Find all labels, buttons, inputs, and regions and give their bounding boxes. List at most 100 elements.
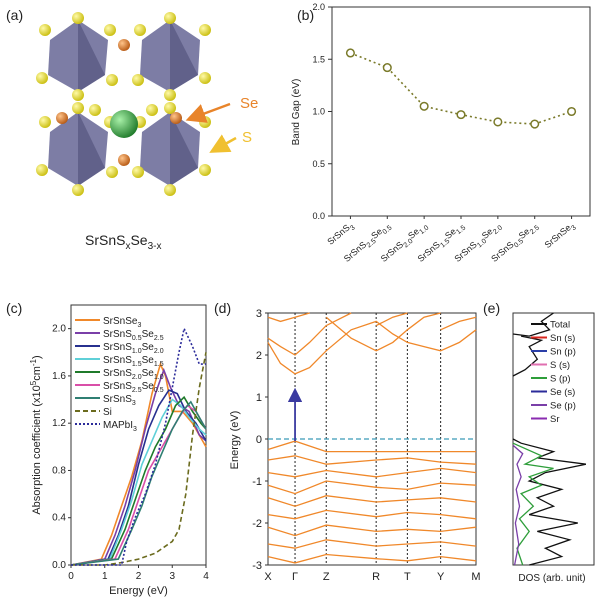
legend-entry: SrSnS2.0Se1.0 xyxy=(103,368,164,381)
panel-e-label: (e) xyxy=(483,300,500,316)
legend-entry: SrSnS1.0Se2.0 xyxy=(103,342,164,355)
y-axis-label: Absorption coefficient (x105cm-1) xyxy=(29,355,43,514)
sulfur-atoms xyxy=(36,12,211,196)
panel-d-label: (d) xyxy=(214,300,231,316)
strontium-atom xyxy=(110,110,138,138)
x-tick-label: 0 xyxy=(68,571,74,582)
panel-c-label: (c) xyxy=(6,300,22,316)
y-tick-label: 2.0 xyxy=(52,324,66,335)
dos-curve xyxy=(512,312,554,337)
absorption-series-line xyxy=(70,398,207,566)
dos-curve xyxy=(512,438,587,566)
y-axis-label: Energy (eV) xyxy=(229,411,241,470)
legend-entry: Se (s) xyxy=(550,387,575,398)
x-tick-label: 3 xyxy=(169,571,175,582)
y-tick-label: 0.4 xyxy=(52,513,66,524)
se-label: Se xyxy=(240,95,258,112)
dos-curve xyxy=(512,442,554,566)
y-axis-label: Band Gap (eV) xyxy=(291,79,302,146)
s-label: S xyxy=(242,129,252,146)
y-tick-label: 0.0 xyxy=(312,211,325,221)
band-line xyxy=(267,539,477,549)
dos-curve xyxy=(512,335,544,377)
legend-entry: Si xyxy=(103,407,112,418)
y-tick-label: 2.0 xyxy=(312,2,325,12)
y-tick-label: -1 xyxy=(252,476,262,488)
band-line xyxy=(267,440,476,453)
band-gap-point xyxy=(493,117,503,127)
band-line xyxy=(375,312,408,327)
band-line xyxy=(267,320,477,375)
legend-entry: Sn (s) xyxy=(550,333,575,344)
band-line xyxy=(440,316,477,331)
band-gap-point xyxy=(382,63,392,73)
y-tick-label: 1.5 xyxy=(312,54,325,64)
band-line xyxy=(267,495,477,507)
band-line xyxy=(267,480,477,495)
y-tick-label: 0.8 xyxy=(52,465,66,476)
plot-frame xyxy=(70,304,207,566)
x-tick-label: 2 xyxy=(136,571,142,582)
selenium-atoms xyxy=(56,39,182,166)
y-tick-label: 0 xyxy=(256,434,262,446)
legend-entry: Total xyxy=(550,320,570,331)
kpoint-label: T xyxy=(404,571,411,583)
panel-a-label: (a) xyxy=(6,7,23,23)
band-line xyxy=(267,509,477,520)
legend-entry: Se (p) xyxy=(550,401,576,412)
panel-c-absorption-chart: 0 1 2 3 4 0.0 0.4 0.8 1.2 1.6 2.0 Energy (eV) Absorp… xyxy=(29,304,209,597)
x-tick-label: SrSnSe3 xyxy=(543,220,578,252)
kpoint-label: R xyxy=(372,571,380,583)
band-line xyxy=(267,312,352,356)
x-tick-label: SrSnS3 xyxy=(325,220,356,249)
se-arrow xyxy=(185,102,231,123)
panel-e-dos-chart: Total Sn (s) Sn (p) S (s) S (p) Se (s) Se (p) S… xyxy=(512,312,595,584)
band-gap-point xyxy=(456,110,466,120)
legend-entry: SrSnS0.5Se2.5 xyxy=(103,329,164,342)
band-gap-point xyxy=(345,48,355,58)
panel-d-band-structure: X Γ Z R T Y M -3 -2 -1 0 1 2 3 Energy (eV) xyxy=(229,308,481,583)
y-tick-label: 3 xyxy=(256,308,262,320)
legend-entry: SrSnS3 xyxy=(103,394,136,407)
band-line xyxy=(325,312,441,352)
legend-entry: SrSnSe3 xyxy=(103,316,141,329)
legend-entry: MAPbI3 xyxy=(103,420,137,433)
panel-b-label: (b) xyxy=(297,7,314,23)
y-tick-label: -2 xyxy=(252,518,262,530)
legend-entry: S (p) xyxy=(550,374,571,385)
kpoint-label: Γ xyxy=(292,571,298,583)
x-axis-label: DOS (arb. unit) xyxy=(518,573,585,584)
x-tick-label: 4 xyxy=(203,571,209,582)
y-tick-label: 0.5 xyxy=(312,159,325,169)
crystal-structure-image xyxy=(36,12,211,196)
y-tick-label: 1.6 xyxy=(52,371,66,382)
band-gap-point xyxy=(530,119,540,129)
band-line xyxy=(267,455,477,465)
band-line xyxy=(267,524,477,537)
legend-entry: Sr xyxy=(550,414,560,425)
absorption-series-line xyxy=(70,404,207,566)
y-tick-label: -3 xyxy=(252,560,262,572)
kpoint-label: X xyxy=(264,571,272,583)
legend-entry: SrSnS2.5Se0.5 xyxy=(103,381,164,394)
band-line xyxy=(267,312,310,323)
y-tick-label: 0.0 xyxy=(52,560,66,571)
dos-curve xyxy=(512,444,524,566)
legend-entry: S (s) xyxy=(550,360,570,371)
y-tick-label: 1.2 xyxy=(52,418,66,429)
structure-caption: SrSnSxSe3-x xyxy=(85,232,162,252)
absorption-series-line xyxy=(70,400,207,566)
legend-entry: Sn (p) xyxy=(550,347,576,358)
absorption-series-line xyxy=(70,395,207,566)
x-axis-label: Energy (eV) xyxy=(109,585,168,597)
band-gap-point xyxy=(567,106,577,117)
y-tick-label: 1 xyxy=(256,392,262,404)
absorption-series-line xyxy=(70,367,207,566)
absorption-series-line xyxy=(70,361,207,566)
x-tick-label: 1 xyxy=(102,571,108,582)
y-tick-label: 2 xyxy=(256,350,262,362)
s-arrow xyxy=(209,134,237,153)
legend-entry: SrSnS1.5Se1.5 xyxy=(103,355,164,368)
kpoint-label: M xyxy=(471,571,480,583)
